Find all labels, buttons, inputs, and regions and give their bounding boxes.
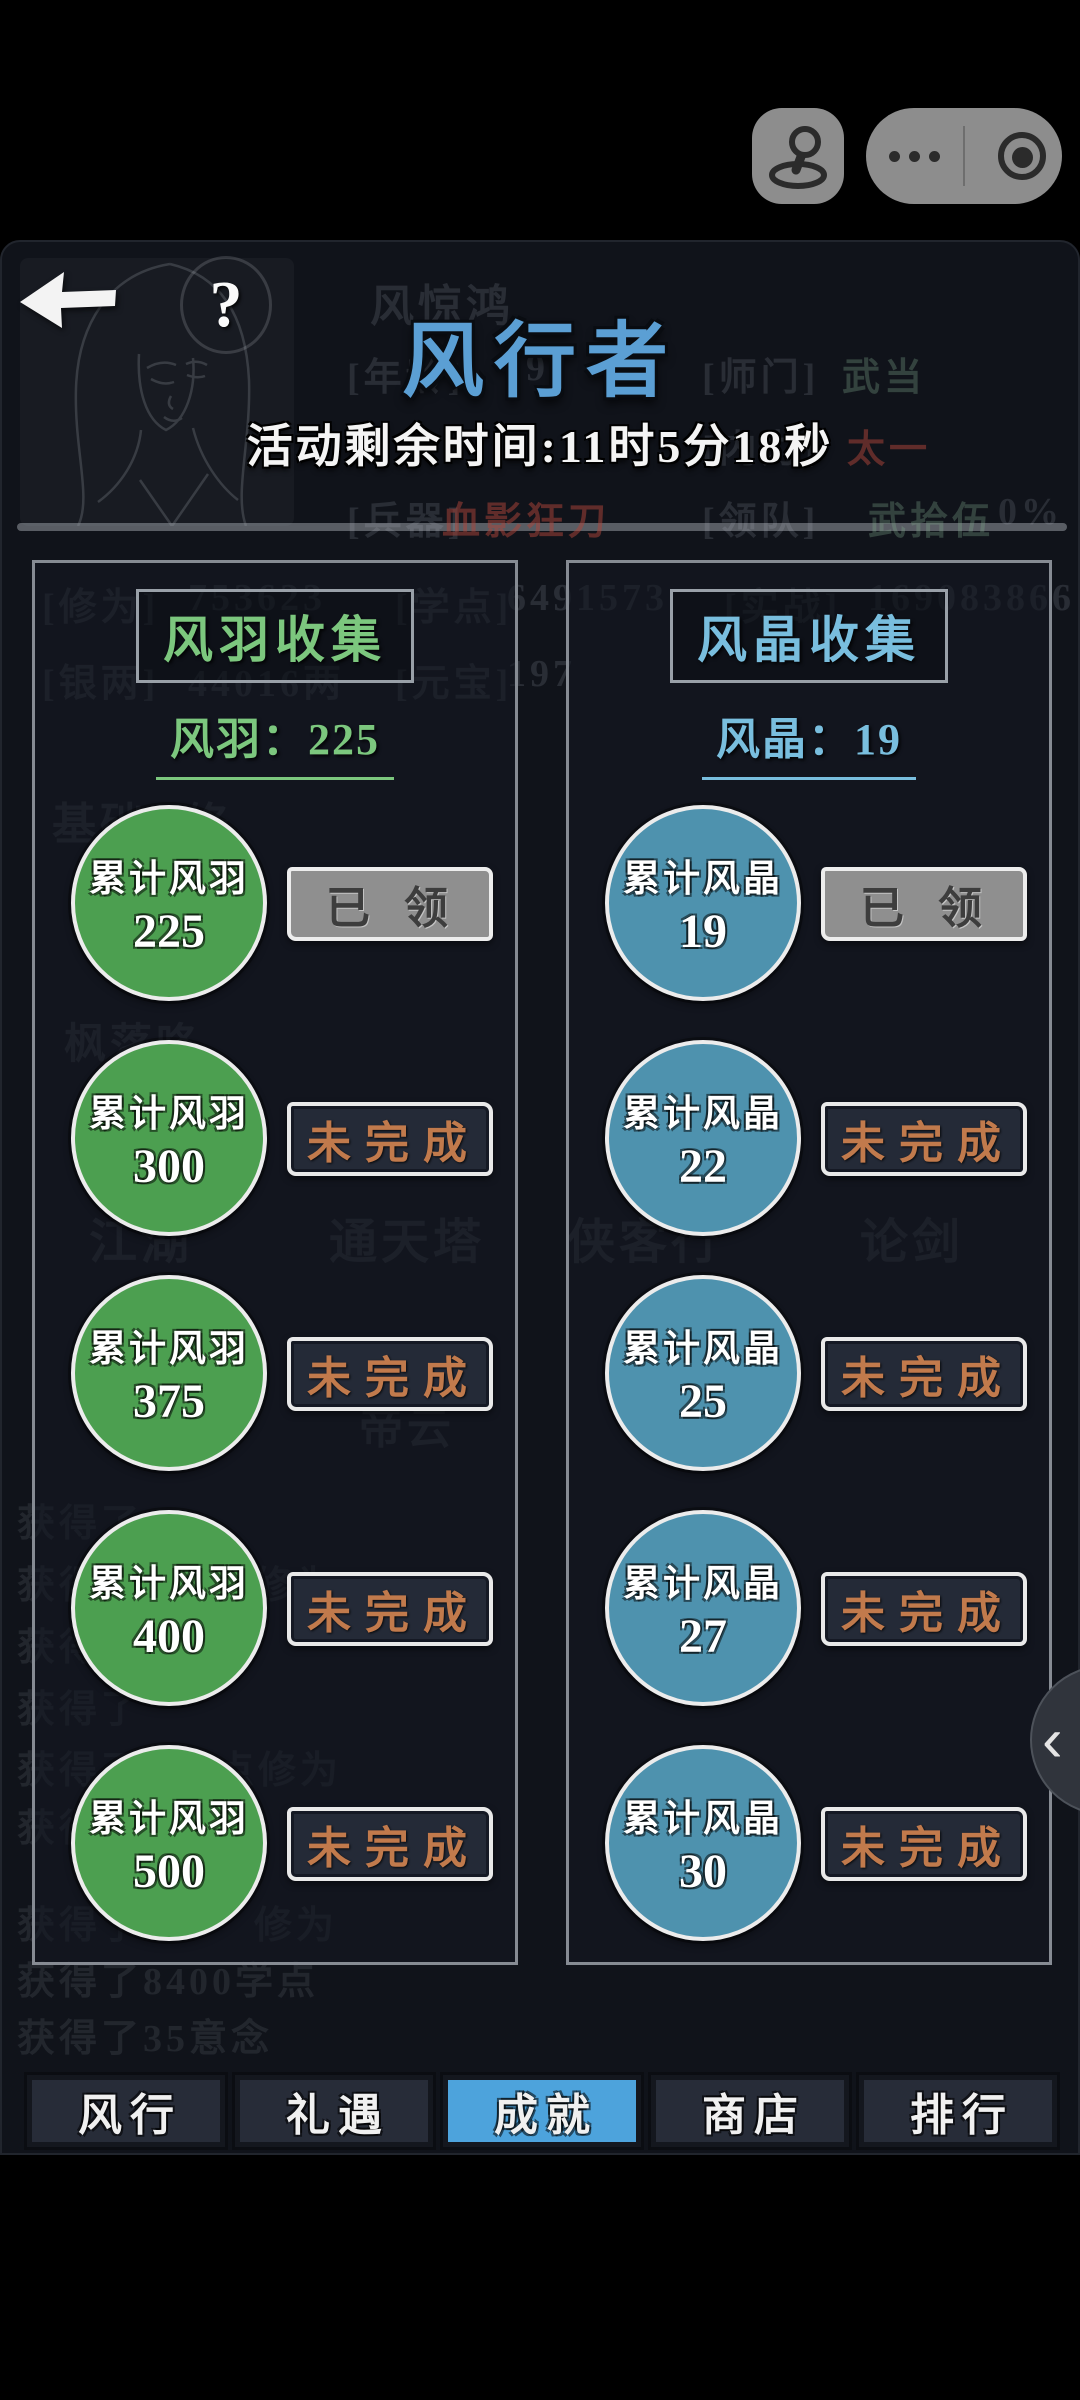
collection-panel-right: 风晶收集 风晶：19 累计风晶 19 已领 累计风晶 22 未完成 累计风晶 25 未完成 累计风晶 2…	[566, 560, 1052, 1965]
tab-排行[interactable]: 排行	[859, 2075, 1057, 2147]
milestone-value: 19	[679, 904, 727, 958]
tab-label: 礼遇	[286, 2091, 390, 2140]
reward-milestone-badge: 累计风羽 300	[71, 1040, 267, 1236]
reward-row: 累计风羽 400 未完成	[35, 1510, 515, 1706]
incomplete-button[interactable]: 未完成	[287, 1807, 493, 1881]
reward-milestone-badge: 累计风羽 400	[71, 1510, 267, 1706]
capsule-divider	[963, 126, 965, 186]
claimed-button[interactable]: 已领	[821, 867, 1027, 941]
milestone-label: 累计风晶	[623, 858, 783, 900]
milestone-value: 500	[133, 1844, 205, 1898]
help-button[interactable]: ?	[180, 256, 272, 354]
milestone-value: 22	[679, 1139, 727, 1193]
tab-礼遇[interactable]: 礼遇	[235, 2075, 433, 2147]
tab-成就[interactable]: 成就	[443, 2075, 641, 2147]
reward-milestone-badge: 累计风晶 30	[605, 1745, 801, 1941]
milestone-label: 累计风晶	[623, 1563, 783, 1605]
panel-title-box: 风晶收集	[670, 589, 948, 683]
background-text: [年龄]	[347, 357, 465, 399]
chevron-left-icon: ‹	[1042, 1705, 1063, 1775]
background-text: [内力]	[702, 429, 820, 471]
reward-milestone-badge: 累计风羽 500	[71, 1745, 267, 1941]
milestone-value: 30	[679, 1844, 727, 1898]
reward-milestone-badge: 累计风晶 19	[605, 805, 801, 1001]
incomplete-button[interactable]: 未完成	[821, 1337, 1027, 1411]
milestone-label: 累计风晶	[623, 1328, 783, 1370]
reward-row: 累计风晶 25 未完成	[569, 1275, 1049, 1471]
background-text: 9	[526, 347, 549, 389]
tab-label: 风行	[78, 2091, 182, 2140]
milestone-value: 225	[133, 904, 205, 958]
tab-bar: 风行 礼遇 成就 商店 排行	[2, 2075, 1080, 2147]
milestone-label: 累计风羽	[89, 1563, 249, 1605]
reward-milestone-badge: 累计风羽 375	[71, 1275, 267, 1471]
back-button[interactable]	[12, 262, 124, 345]
background-text: [兵器]	[347, 501, 465, 543]
incomplete-button[interactable]: 未完成	[821, 1807, 1027, 1881]
collection-panel-left: 风羽收集 风羽：225 累计风羽 225 已领 累计风羽 300 未完成 累计风羽 375 未完成累…	[32, 560, 518, 1965]
reward-row: 累计风晶 22 未完成	[569, 1040, 1049, 1236]
panel-title-box: 风羽收集	[136, 589, 414, 683]
incomplete-button[interactable]: 未完成	[821, 1572, 1027, 1646]
background-divider	[17, 523, 1067, 531]
milestone-label: 累计风羽	[89, 1328, 249, 1370]
reward-row: 累计风羽 225 已领	[35, 805, 515, 1001]
milestone-value: 27	[679, 1609, 727, 1663]
reward-row: 累计风羽 375 未完成	[35, 1275, 515, 1471]
more-button[interactable]	[866, 108, 963, 204]
milestone-label: 累计风羽	[89, 858, 249, 900]
event-modal: 风惊鸿[年龄]9[师门]武当[内力]太一[兵器]血影狂刀[领队]武拾伍0%[修为…	[0, 240, 1080, 2155]
panel-title: 风晶收集	[697, 612, 921, 668]
event-countdown: 活动剩余时间:11时5分18秒	[246, 421, 834, 472]
joystick-icon	[769, 126, 827, 189]
reward-row: 累计风晶 19 已领	[569, 805, 1049, 1001]
incomplete-button[interactable]: 未完成	[287, 1102, 493, 1176]
incomplete-button[interactable]: 未完成	[287, 1572, 493, 1646]
screen-record-button[interactable]	[998, 132, 1046, 180]
incomplete-button[interactable]: 未完成	[821, 1102, 1027, 1176]
milestone-label: 累计风羽	[89, 1093, 249, 1135]
background-text: 太一	[847, 429, 932, 471]
milestone-label: 累计风羽	[89, 1798, 249, 1840]
milestone-label: 累计风晶	[623, 1093, 783, 1135]
tab-label: 成就	[494, 2091, 598, 2140]
back-arrow-icon	[20, 272, 116, 328]
milestone-value: 300	[133, 1139, 205, 1193]
background-text: 武拾伍	[868, 501, 995, 543]
tab-label: 排行	[910, 2091, 1014, 2140]
background-text: 风惊鸿	[370, 282, 514, 331]
background-text: [师门]	[702, 357, 820, 399]
background-text: 0%	[998, 491, 1063, 533]
reward-row: 累计风晶 27 未完成	[569, 1510, 1049, 1706]
reward-milestone-badge: 累计风羽 225	[71, 805, 267, 1001]
tab-风行[interactable]: 风行	[27, 2075, 225, 2147]
milestone-value: 400	[133, 1609, 205, 1663]
claimed-button[interactable]: 已领	[287, 867, 493, 941]
reward-row: 累计风羽 500 未完成	[35, 1745, 515, 1941]
system-capsule	[866, 108, 1062, 204]
tab-商店[interactable]: 商店	[651, 2075, 849, 2147]
event-title: 风行者	[401, 316, 678, 407]
milestone-value: 25	[679, 1374, 727, 1428]
background-text: 获得了8400学点	[17, 1961, 320, 2003]
panel-title: 风羽收集	[163, 612, 387, 668]
background-text: [领队]	[702, 501, 820, 543]
incomplete-button[interactable]: 未完成	[287, 1337, 493, 1411]
background-text: 武当	[842, 357, 927, 399]
background-text: 血影狂刀	[442, 501, 611, 543]
reward-row: 累计风羽 300 未完成	[35, 1040, 515, 1236]
reward-milestone-badge: 累计风晶 22	[605, 1040, 801, 1236]
milestone-label: 累计风晶	[623, 1798, 783, 1840]
reward-milestone-badge: 累计风晶 25	[605, 1275, 801, 1471]
reward-milestone-badge: 累计风晶 27	[605, 1510, 801, 1706]
background-text: 获得了35意念	[17, 2018, 274, 2060]
counter: 风晶：19	[702, 703, 916, 780]
milestone-value: 375	[133, 1374, 205, 1428]
counter: 风羽：225	[156, 703, 394, 780]
game-float-button[interactable]	[752, 108, 844, 204]
reward-row: 累计风晶 30 未完成	[569, 1745, 1049, 1941]
tab-label: 商店	[702, 2091, 806, 2140]
